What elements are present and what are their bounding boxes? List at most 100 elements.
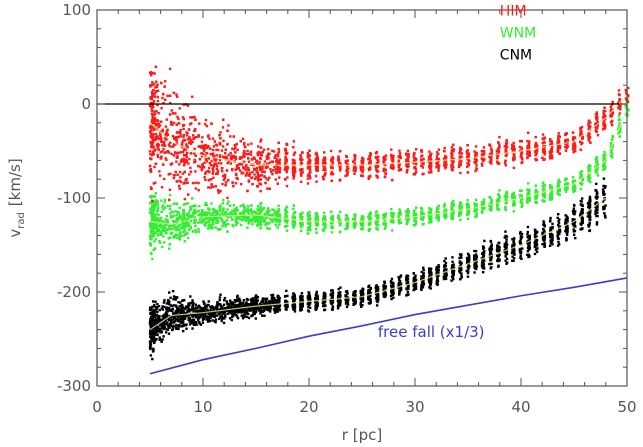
data-point — [254, 297, 258, 301]
data-point — [374, 214, 378, 217]
data-point — [163, 319, 166, 322]
data-point — [437, 265, 440, 268]
data-point — [513, 243, 516, 246]
data-point — [510, 251, 514, 255]
data-point — [602, 190, 606, 193]
data-point — [331, 298, 334, 302]
data-point — [194, 315, 198, 319]
data-point — [156, 333, 159, 336]
data-point — [351, 217, 355, 221]
data-point — [451, 256, 454, 259]
data-point — [483, 259, 486, 263]
data-point — [520, 189, 523, 192]
data-point — [300, 292, 304, 295]
data-point — [166, 204, 169, 208]
data-point — [504, 242, 507, 246]
data-point — [218, 296, 222, 299]
data-point — [152, 337, 155, 341]
data-point — [580, 207, 584, 211]
data-point — [192, 301, 195, 305]
data-point — [331, 289, 334, 292]
data-point — [421, 286, 425, 289]
data-point — [154, 306, 158, 309]
data-point — [407, 293, 410, 296]
data-point — [291, 217, 295, 220]
data-point — [511, 259, 514, 263]
data-point — [594, 165, 597, 169]
data-point — [437, 264, 440, 267]
data-point — [283, 304, 287, 307]
data-point — [169, 296, 172, 300]
data-point — [307, 310, 311, 313]
data-point — [158, 338, 161, 341]
data-point — [519, 251, 522, 255]
data-point — [376, 298, 380, 301]
data-point — [226, 215, 229, 219]
data-point — [207, 227, 210, 230]
data-point — [445, 269, 448, 273]
data-point — [220, 306, 224, 310]
data-point — [353, 221, 357, 224]
data-point — [375, 292, 378, 296]
data-point — [183, 317, 187, 320]
data-point — [457, 214, 461, 218]
data-point — [548, 196, 552, 200]
data-point — [245, 315, 249, 319]
data-point — [528, 241, 531, 244]
data-point — [541, 187, 545, 191]
data-point — [220, 218, 224, 222]
data-point — [543, 245, 546, 248]
data-point — [557, 240, 560, 244]
data-point — [152, 200, 156, 203]
data-point — [352, 303, 355, 307]
data-point — [497, 194, 501, 197]
data-point — [183, 315, 186, 318]
data-point — [398, 278, 401, 281]
data-point — [153, 195, 156, 198]
data-point — [528, 254, 531, 258]
data-point — [153, 216, 157, 220]
data-point — [466, 213, 469, 217]
data-point — [543, 236, 547, 239]
data-point — [191, 314, 194, 318]
data-point — [178, 231, 182, 234]
data-point — [180, 317, 184, 320]
data-point — [344, 217, 348, 220]
data-point — [151, 332, 155, 336]
data-point — [505, 190, 508, 194]
data-point — [314, 300, 317, 304]
data-point — [322, 229, 325, 233]
data-point — [443, 268, 447, 272]
data-point — [301, 222, 304, 225]
data-point — [558, 230, 562, 233]
data-point — [543, 196, 546, 199]
data-point — [299, 305, 302, 309]
data-point — [528, 243, 531, 247]
data-point — [407, 284, 410, 287]
data-point — [162, 228, 165, 231]
data-point — [551, 225, 554, 229]
data-point — [572, 190, 575, 194]
data-point — [543, 199, 546, 203]
data-point — [367, 295, 370, 298]
data-point — [187, 211, 191, 214]
data-point — [565, 186, 569, 189]
data-point — [421, 277, 424, 280]
data-point — [346, 220, 349, 224]
data-point — [153, 326, 156, 330]
data-point — [284, 212, 287, 216]
data-point — [160, 340, 163, 343]
data-point — [165, 228, 168, 232]
data-point — [399, 275, 402, 279]
data-point — [226, 230, 229, 233]
data-point — [188, 228, 191, 231]
data-point — [169, 308, 172, 311]
data-point — [543, 187, 546, 190]
data-point — [250, 303, 254, 307]
data-point — [254, 302, 258, 306]
data-point — [253, 210, 257, 214]
data-point — [200, 210, 204, 214]
data-point — [519, 235, 523, 238]
data-point — [170, 210, 173, 213]
data-point — [528, 246, 531, 249]
